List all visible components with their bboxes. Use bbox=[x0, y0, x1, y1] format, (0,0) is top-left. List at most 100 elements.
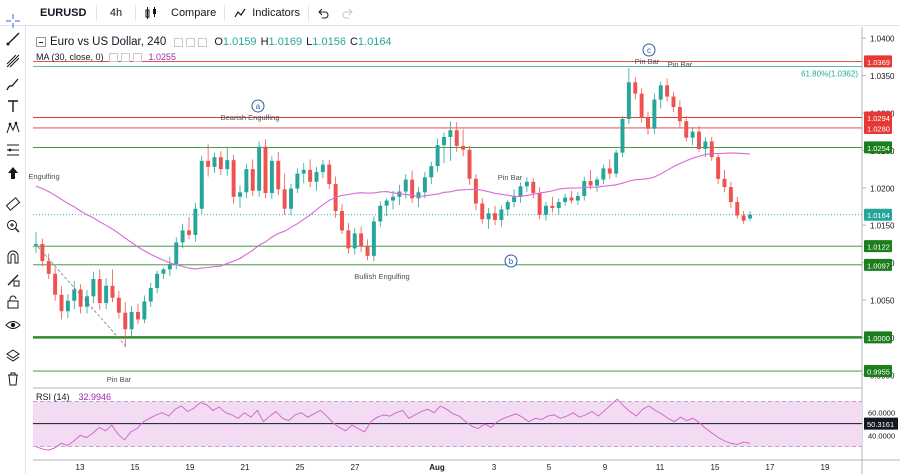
collapse-legend-button[interactable] bbox=[36, 37, 46, 47]
candle-body bbox=[123, 312, 128, 330]
price-tick-label: 1.0050 bbox=[870, 296, 895, 305]
arrow-cursor-icon[interactable] bbox=[3, 163, 23, 183]
level-label-bg bbox=[864, 208, 892, 221]
candle bbox=[365, 239, 370, 261]
crosshair-icon[interactable] bbox=[3, 11, 23, 31]
lock-icon[interactable] bbox=[3, 292, 23, 312]
magnet-icon[interactable] bbox=[3, 247, 23, 267]
candle bbox=[499, 205, 504, 227]
candle-body bbox=[403, 179, 408, 192]
zoom-icon[interactable] bbox=[3, 216, 23, 236]
candle bbox=[72, 281, 77, 309]
trash-icon[interactable] bbox=[3, 369, 23, 389]
legend-settings-icon[interactable] bbox=[186, 37, 196, 47]
divider bbox=[224, 4, 226, 21]
candle bbox=[626, 68, 631, 125]
candle-body bbox=[365, 246, 370, 256]
ruler-icon[interactable] bbox=[3, 194, 23, 214]
candle-body bbox=[473, 178, 478, 204]
candle bbox=[104, 278, 109, 309]
candle-body bbox=[187, 230, 191, 235]
candle bbox=[505, 199, 510, 217]
level-price-label: 1.0000 bbox=[864, 331, 892, 344]
time-tick-label: 25 bbox=[296, 463, 305, 472]
level-label-text: 1.0164 bbox=[867, 211, 890, 220]
ma-more-icon[interactable] bbox=[132, 52, 142, 62]
time-tick-label: 17 bbox=[766, 463, 775, 472]
level-label-bg bbox=[864, 240, 892, 253]
rsi-legend[interactable]: RSI (14) 32.9946 bbox=[36, 392, 111, 402]
candle-body bbox=[352, 233, 357, 249]
pattern-icon[interactable] bbox=[3, 118, 23, 138]
interval-button[interactable]: 4h bbox=[109, 6, 123, 19]
candle bbox=[85, 290, 89, 314]
candle-body bbox=[569, 197, 574, 201]
chart-type-button[interactable] bbox=[136, 0, 171, 26]
candle-body bbox=[59, 294, 64, 312]
candle bbox=[65, 294, 70, 318]
candle-body bbox=[614, 152, 619, 174]
eye-icon[interactable] bbox=[3, 315, 23, 335]
candle-body bbox=[486, 213, 491, 220]
legend-more-icon[interactable] bbox=[198, 37, 208, 47]
candle-body bbox=[550, 205, 555, 208]
candle-body bbox=[665, 85, 670, 97]
ma-series bbox=[35, 152, 751, 270]
rsi-tick-label: 60.0000 bbox=[868, 409, 895, 418]
divider bbox=[135, 4, 136, 21]
ohlc-close: C1.0164 bbox=[349, 36, 392, 48]
symbol-search[interactable]: EURUSD bbox=[40, 6, 87, 19]
trendline-icon[interactable] bbox=[3, 29, 23, 49]
fib-label: 61.80%(1.0362) bbox=[801, 70, 858, 79]
lock-drawing-icon[interactable] bbox=[3, 270, 23, 290]
level-price-label: 1.0097 bbox=[864, 258, 892, 271]
candle bbox=[652, 93, 657, 134]
divider bbox=[96, 4, 97, 21]
time-tick-label: 9 bbox=[603, 463, 608, 472]
indicators-button[interactable]: Indicators bbox=[225, 0, 308, 26]
candle-body bbox=[327, 164, 332, 185]
ma-legend-value: 1.0255 bbox=[148, 52, 177, 62]
undo-button[interactable] bbox=[309, 0, 342, 26]
ma-visibility-icon[interactable] bbox=[108, 52, 118, 62]
annotation-label: Bearish Engulfing bbox=[221, 113, 280, 122]
ma-settings-icon[interactable] bbox=[120, 52, 130, 62]
candle-body bbox=[378, 205, 383, 222]
candle-body bbox=[690, 131, 695, 138]
candle bbox=[569, 190, 574, 204]
candle-body bbox=[505, 202, 510, 210]
compare-button[interactable]: Compare bbox=[171, 0, 224, 26]
candle-body bbox=[722, 178, 727, 188]
price-tick-label: 1.0200 bbox=[870, 184, 895, 193]
candle bbox=[231, 154, 236, 204]
drawing-toolbar bbox=[0, 14, 26, 474]
candle bbox=[257, 141, 262, 197]
time-tick-label: 21 bbox=[241, 463, 250, 472]
candle bbox=[697, 125, 701, 152]
brush-icon[interactable] bbox=[3, 74, 23, 94]
candle bbox=[633, 77, 638, 100]
candle bbox=[174, 237, 179, 270]
candle bbox=[378, 201, 383, 227]
candle bbox=[703, 136, 708, 158]
candle-body bbox=[301, 169, 306, 174]
legend-visibility-icon[interactable] bbox=[174, 37, 184, 47]
marker-letter: b bbox=[509, 257, 514, 266]
candle bbox=[748, 210, 752, 221]
pitchfork-icon[interactable] bbox=[3, 51, 23, 71]
marker-letter: c bbox=[647, 46, 651, 55]
candles bbox=[34, 68, 752, 348]
redo-button[interactable] bbox=[342, 0, 367, 26]
candle-body bbox=[104, 285, 109, 303]
candle bbox=[722, 169, 727, 193]
price-tick-label: 1.0350 bbox=[870, 72, 895, 81]
candle bbox=[136, 303, 140, 324]
text-icon[interactable] bbox=[3, 96, 23, 116]
candle bbox=[97, 269, 102, 310]
measure-icon[interactable] bbox=[3, 140, 23, 160]
candle bbox=[180, 223, 185, 249]
layers-icon[interactable] bbox=[3, 346, 23, 366]
candle-body bbox=[193, 208, 198, 235]
ma-legend[interactable]: MA (30, close, 0) 1.0255 bbox=[36, 50, 392, 64]
